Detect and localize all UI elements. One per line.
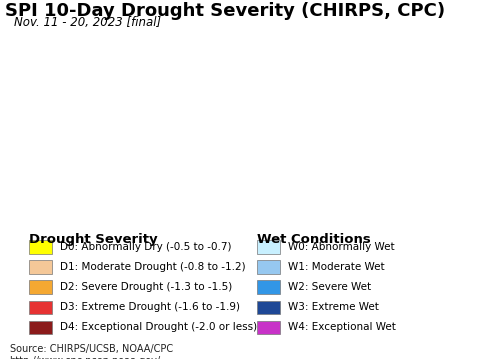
Text: Source: CHIRPS/UCSB, NOAA/CPC
http://www.cpc.ncep.noaa.gov/: Source: CHIRPS/UCSB, NOAA/CPC http://www…	[10, 344, 173, 359]
Bar	[257, 260, 280, 274]
Bar	[257, 300, 280, 314]
Bar	[257, 240, 280, 253]
Text: W2: Severe Wet: W2: Severe Wet	[288, 282, 372, 292]
Text: D2: Severe Drought (-1.3 to -1.5): D2: Severe Drought (-1.3 to -1.5)	[60, 282, 233, 292]
Text: Wet Conditions: Wet Conditions	[257, 233, 371, 247]
Bar	[29, 321, 52, 334]
Text: D0: Abnormally Dry (-0.5 to -0.7): D0: Abnormally Dry (-0.5 to -0.7)	[60, 242, 232, 252]
Text: Nov. 11 - 20, 2023 [final]: Nov. 11 - 20, 2023 [final]	[14, 16, 162, 29]
Bar	[257, 280, 280, 294]
Bar	[29, 300, 52, 314]
Text: D1: Moderate Drought (-0.8 to -1.2): D1: Moderate Drought (-0.8 to -1.2)	[60, 262, 246, 272]
Bar	[257, 321, 280, 334]
Text: D4: Exceptional Drought (-2.0 or less): D4: Exceptional Drought (-2.0 or less)	[60, 322, 258, 332]
Bar	[29, 260, 52, 274]
Bar	[29, 280, 52, 294]
Text: D3: Extreme Drought (-1.6 to -1.9): D3: Extreme Drought (-1.6 to -1.9)	[60, 302, 240, 312]
Text: W0: Abnormally Wet: W0: Abnormally Wet	[288, 242, 395, 252]
Text: Drought Severity: Drought Severity	[29, 233, 157, 247]
Text: W1: Moderate Wet: W1: Moderate Wet	[288, 262, 385, 272]
Text: W3: Extreme Wet: W3: Extreme Wet	[288, 302, 379, 312]
Text: W4: Exceptional Wet: W4: Exceptional Wet	[288, 322, 396, 332]
Text: SPI 10-Day Drought Severity (CHIRPS, CPC): SPI 10-Day Drought Severity (CHIRPS, CPC…	[5, 2, 445, 20]
Bar	[29, 240, 52, 253]
